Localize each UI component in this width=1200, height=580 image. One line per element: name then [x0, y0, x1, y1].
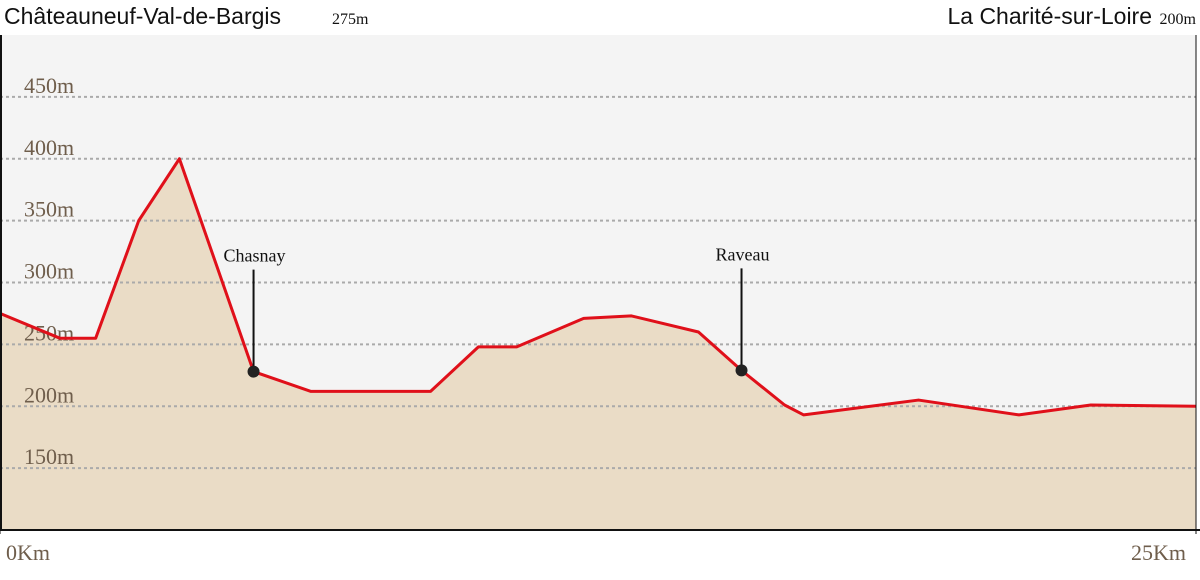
- x-tick-label: 0Km: [6, 540, 50, 565]
- x-tick-label: 25Km: [1131, 540, 1186, 565]
- waypoint-label: Chasnay: [224, 246, 286, 266]
- waypoint-marker: [735, 364, 748, 377]
- elevation-line: [0, 157, 1197, 417]
- y-tick-label: 400m: [24, 135, 74, 160]
- y-tick-label: 200m: [24, 382, 74, 407]
- start-name: Châteauneuf-Val-de-Bargis: [4, 3, 281, 29]
- y-tick-label: 350m: [24, 197, 74, 222]
- y-tick-label: 300m: [24, 259, 74, 284]
- y-tick-label: 150m: [24, 444, 74, 469]
- end-name: La Charité-sur-Loire: [947, 3, 1152, 29]
- start-elevation: 275m: [332, 11, 369, 28]
- waypoint-label: Raveau: [716, 244, 770, 264]
- end-elevation: 200m: [1160, 11, 1197, 28]
- elevation-area: [0, 158, 1196, 530]
- y-tick-label: 450m: [24, 73, 74, 98]
- waypoint-marker: [247, 365, 260, 378]
